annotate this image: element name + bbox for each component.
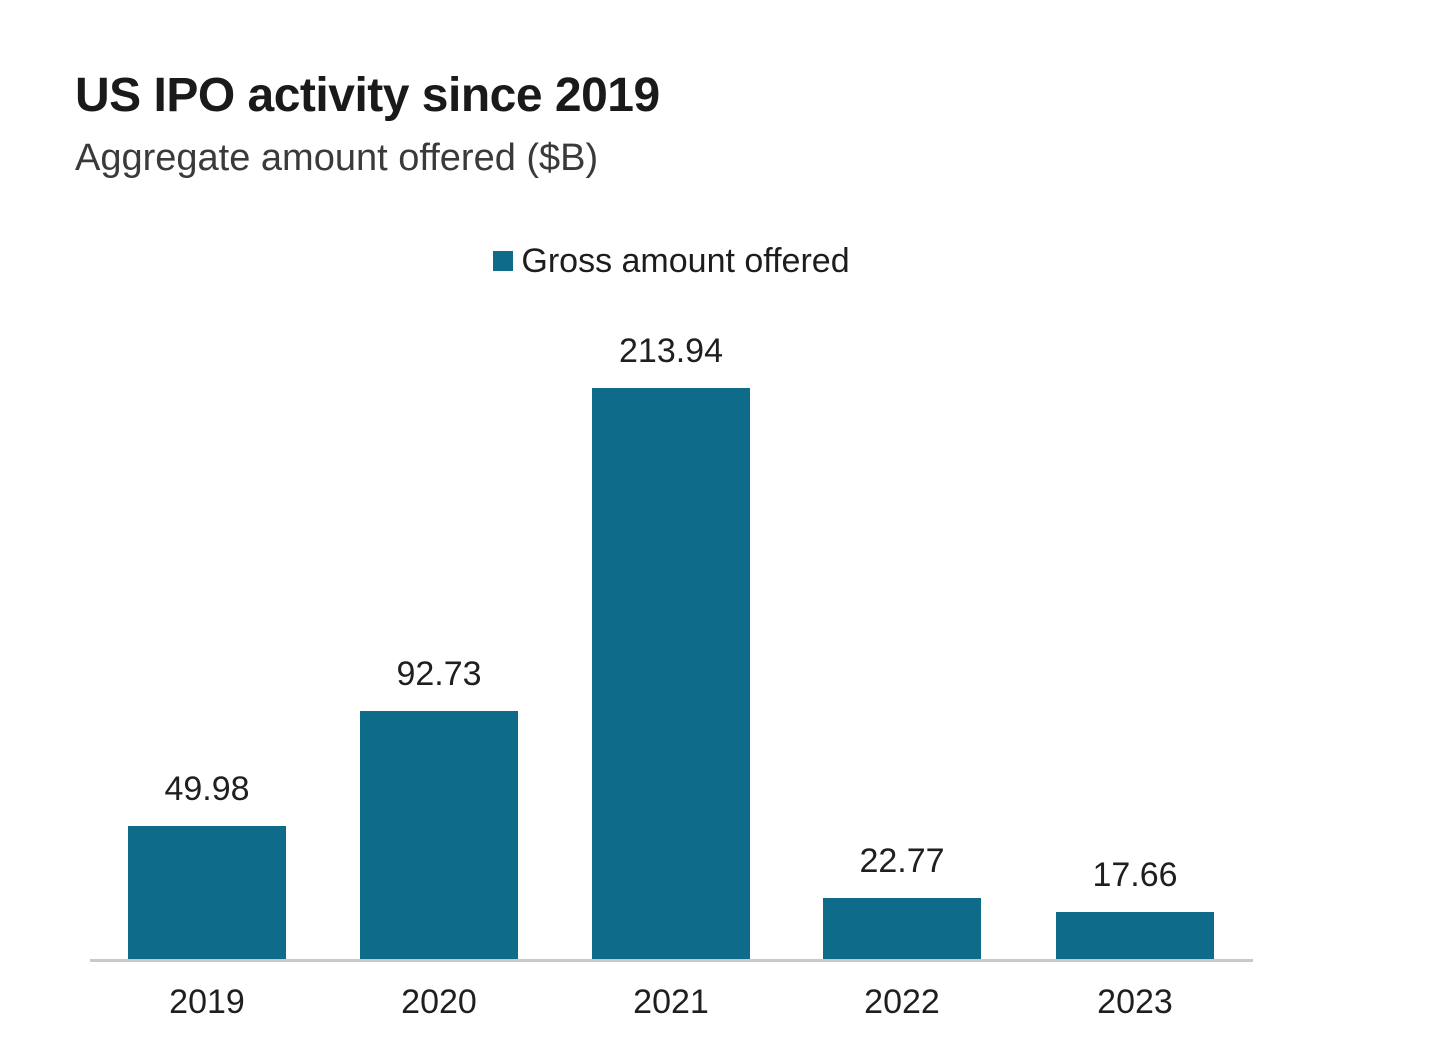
plot-area: 49.98 92.73 213.94 22.77 17.66 2019 2020… [90, 330, 1253, 1019]
bar-2020 [360, 711, 518, 959]
x-tick-label: 2021 [633, 983, 709, 1021]
bar-2022 [823, 898, 981, 959]
bar-group: 92.73 [360, 330, 518, 959]
bar-group: 49.98 [128, 330, 286, 959]
bar-group: 213.94 [592, 330, 750, 959]
x-tick-label: 2019 [169, 983, 245, 1021]
bar-group: 17.66 [1056, 330, 1214, 959]
bar-value-label: 92.73 [396, 655, 482, 693]
bar-value-label: 49.98 [164, 770, 250, 808]
bar-value-label: 17.66 [1092, 856, 1178, 894]
bar-value-label: 22.77 [859, 842, 945, 880]
legend-swatch-icon [493, 251, 514, 271]
chart-subtitle: Aggregate amount offered ($B) [75, 137, 599, 179]
x-axis-line [90, 959, 1253, 962]
bar-2023 [1056, 912, 1214, 959]
chart-title: US IPO activity since 2019 [75, 69, 660, 122]
x-tick-label: 2020 [401, 983, 477, 1021]
bar-group: 22.77 [823, 330, 981, 959]
x-tick-label: 2022 [864, 983, 940, 1021]
bar-value-label: 213.94 [619, 332, 723, 370]
legend: Gross amount offered [90, 242, 1253, 280]
legend-label: Gross amount offered [521, 242, 850, 280]
bar-2019 [128, 826, 286, 959]
bar-2021 [592, 388, 750, 959]
x-tick-label: 2023 [1097, 983, 1173, 1021]
